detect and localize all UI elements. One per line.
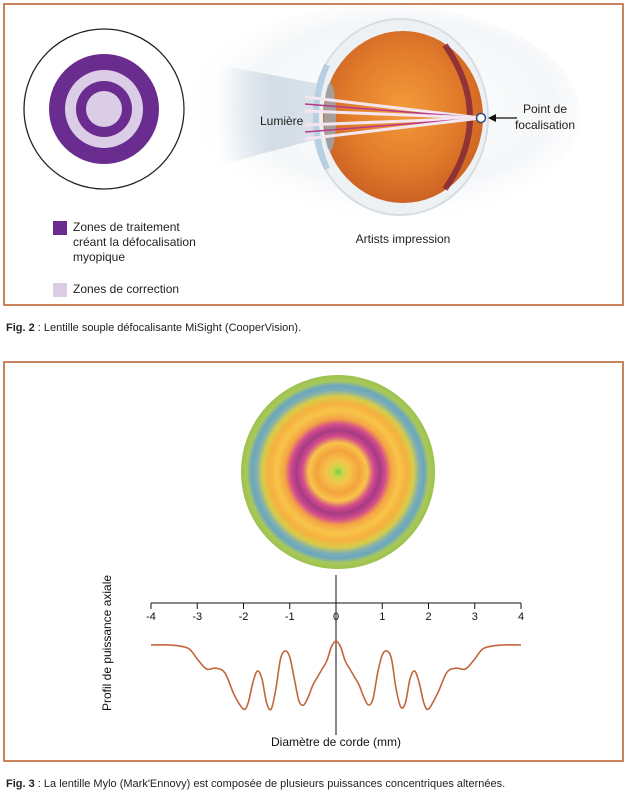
power-profile-line <box>150 640 522 711</box>
x-tick-label: -4 <box>146 611 156 623</box>
light-label: Lumière <box>260 114 304 128</box>
focal-point-label-line1: Point de <box>523 102 567 116</box>
focal-point-label-line2: focalisation <box>515 118 575 132</box>
figure-3-panel: -4 -3 -2 -1 0 1 2 3 4 Diamètre de corde (mm) Pro… <box>3 361 624 762</box>
treatment-swatch <box>53 221 67 235</box>
power-map-disc <box>241 375 435 569</box>
caption-text: : Lentille souple défocalisante MiSight … <box>34 322 302 334</box>
x-tick-label: 4 <box>518 611 524 623</box>
light-beam-haze <box>220 65 325 165</box>
x-ticks: -4 -3 -2 -1 0 1 2 3 4 <box>146 603 524 623</box>
arrow-head-icon <box>488 114 496 122</box>
figure-3-caption: Fig. 3 : La lentille Mylo (Mark'Ennovy) … <box>6 778 505 790</box>
legend-correction: Zones de correction <box>53 282 243 297</box>
focal-point-marker <box>475 112 487 124</box>
x-tick-label: -1 <box>285 611 295 623</box>
y-axis-label: Profil de puissance axiale <box>100 575 114 711</box>
lens-diagram <box>23 28 185 190</box>
figure-2-panel: Lumière Point de focalisation Artists im… <box>3 3 624 306</box>
caption-text: : La lentille Mylo (Mark'Ennovy) est com… <box>34 778 506 790</box>
mylo-figure: -4 -3 -2 -1 0 1 2 3 4 Diamètre de corde (mm) Pro… <box>100 375 524 749</box>
x-tick-label: -2 <box>239 611 249 623</box>
legend-treatment: Zones de traitement créant la défocalisa… <box>53 220 243 265</box>
correction-zone-center <box>86 91 122 127</box>
x-tick-label: 2 <box>425 611 431 623</box>
cornea <box>313 63 330 171</box>
correction-swatch <box>53 283 67 297</box>
legend-treatment-label: Zones de traitement créant la défocalisa… <box>73 220 196 264</box>
misight-illustration: Lumière Point de focalisation Artists im… <box>23 5 580 246</box>
power-profile-chart: -4 -3 -2 -1 0 1 2 3 4 Diamètre de corde (mm) Pro… <box>100 575 524 749</box>
x-tick-label: 0 <box>333 611 339 623</box>
x-axis-label: Diamètre de corde (mm) <box>271 735 401 749</box>
eyeball-interior <box>323 31 483 203</box>
light-rays <box>304 95 482 141</box>
x-tick-label: 3 <box>472 611 478 623</box>
figure-2-caption: Fig. 2 : Lentille souple défocalisante M… <box>6 322 301 334</box>
legend-correction-label: Zones de correction <box>73 282 180 296</box>
x-tick-label: -3 <box>192 611 202 623</box>
x-tick-label: 1 <box>379 611 385 623</box>
crystalline-lens <box>324 83 336 151</box>
eye-illustration <box>180 5 580 225</box>
caption-prefix: Fig. 2 <box>6 322 35 334</box>
caption-prefix: Fig. 3 <box>6 778 35 790</box>
artist-impression-label: Artists impression <box>356 232 451 246</box>
